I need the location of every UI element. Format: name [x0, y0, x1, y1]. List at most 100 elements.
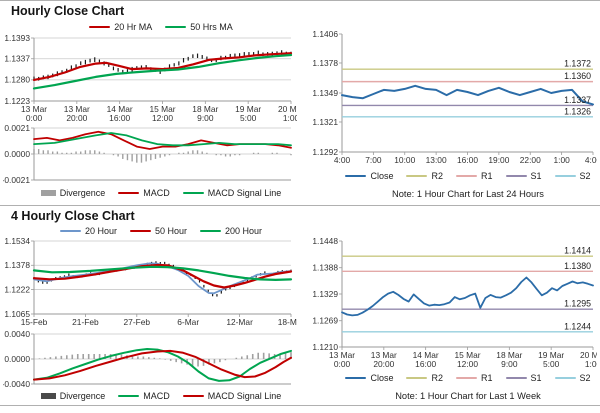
svg-text:9:00: 9:00 [197, 113, 214, 122]
svg-text:16:00: 16:00 [109, 113, 130, 122]
legend-label: S2 [579, 171, 591, 181]
macd-signal-line-swatch-icon [182, 191, 204, 195]
hourly-close-section: Hourly Close Chart 20 Hr MA 50 Hrs MA 1.1… [0, 2, 305, 205]
legend-item-r2: R2 [406, 373, 443, 383]
svg-text:14 Mar: 14 Mar [107, 104, 133, 114]
svg-text:1.1292: 1.1292 [312, 147, 338, 157]
legend-label: 50 Hour [154, 226, 188, 236]
four-hourly-pivot-section: 1.1448 1.1388 1.1329 1.1269 1.1210 13 Mar 0:00… [300, 207, 600, 405]
legend-item-20-hour: 20 Hour [59, 226, 117, 236]
svg-text:1.1295: 1.1295 [564, 299, 591, 309]
hourly-pivot-legend: Close R2 R1 S1 S2 [300, 171, 600, 181]
four-hourly-pivot-legend: Close R2 R1 S1 S2 [300, 373, 600, 383]
legend-label: R2 [431, 171, 443, 181]
svg-text:1.1360: 1.1360 [564, 71, 591, 81]
svg-text:27-Feb: 27-Feb [124, 317, 151, 327]
divergence-swatch-icon [40, 190, 56, 196]
legend-item-close: Close [345, 373, 393, 383]
svg-text:1.1414: 1.1414 [564, 246, 591, 256]
r1-swatch-icon [455, 376, 477, 380]
svg-text:1:00: 1:00 [553, 155, 570, 165]
svg-text:1.1393: 1.1393 [4, 33, 30, 43]
legend-item-s2: S2 [554, 373, 591, 383]
svg-text:19 Mar: 19 Mar [235, 104, 261, 114]
legend-label: 20 Hr MA [114, 22, 153, 32]
legend-label: 20 Hour [84, 226, 117, 236]
legend-item-s2: S2 [554, 171, 591, 181]
svg-text:20:00: 20:00 [373, 359, 394, 369]
svg-text:1.1244: 1.1244 [564, 321, 591, 331]
svg-text:21-Feb: 21-Feb [72, 317, 99, 327]
legend-item-50-hour: 50 Hour [129, 226, 188, 236]
hourly-macd-chart: 0.0021 0.0000 -0.0021 [2, 123, 297, 186]
legend-label: S1 [530, 373, 542, 383]
svg-text:4:00: 4:00 [334, 155, 351, 165]
svg-text:13:00: 13:00 [426, 155, 447, 165]
legend-item-s1: S1 [505, 373, 542, 383]
s2-swatch-icon [554, 174, 576, 178]
legend-item-macd-signal-line: MACD Signal Line [182, 188, 281, 198]
four-hourly-price-legend: 20 Hour 50 Hour 200 Hour [28, 226, 294, 236]
svg-text:12-Mar: 12-Mar [226, 317, 253, 327]
macd-swatch-icon [118, 191, 140, 195]
legend-item-r1: R1 [455, 373, 493, 383]
svg-text:18 Mar: 18 Mar [192, 104, 218, 114]
svg-text:1:00: 1:00 [585, 359, 597, 369]
hourly-section-title: Hourly Close Chart [11, 4, 125, 18]
svg-text:13 Mar: 13 Mar [371, 350, 397, 360]
svg-text:18 Mar: 18 Mar [496, 350, 522, 360]
svg-text:6-Mar: 6-Mar [177, 317, 199, 327]
legend-label: Divergence [59, 391, 106, 401]
svg-text:1.1372: 1.1372 [564, 59, 591, 69]
svg-text:0.0021: 0.0021 [4, 123, 30, 133]
svg-text:1.1337: 1.1337 [4, 54, 30, 64]
svg-text:1.1280: 1.1280 [4, 75, 30, 85]
svg-text:20 Mar: 20 Mar [278, 104, 297, 114]
four-hourly-section-title: 4 Hourly Close Chart [11, 209, 135, 223]
svg-text:0:00: 0:00 [26, 113, 43, 122]
divergence-swatch-icon [40, 393, 56, 399]
legend-item-r2: R2 [406, 171, 443, 181]
legend-item-divergence: Divergence [40, 188, 106, 198]
hourly-macd-legend: Divergence MACD MACD Signal Line [28, 188, 294, 198]
legend-label: MACD [143, 391, 170, 401]
macd-signal-line-swatch-icon [182, 394, 204, 398]
200-hour-swatch-icon [200, 229, 222, 233]
svg-text:15 Mar: 15 Mar [454, 350, 480, 360]
svg-text:14 Mar: 14 Mar [413, 350, 439, 360]
svg-text:1.1321: 1.1321 [312, 117, 338, 127]
svg-text:1.1534: 1.1534 [4, 236, 30, 246]
legend-label: Divergence [59, 188, 106, 198]
legend-item-50-hrs-ma: 50 Hrs MA [165, 22, 233, 32]
legend-label: MACD [143, 188, 170, 198]
svg-text:20:00: 20:00 [66, 113, 87, 122]
legend-label: S2 [579, 373, 591, 383]
svg-text:15-Feb: 15-Feb [21, 317, 48, 327]
legend-item-20-hr-ma: 20 Hr MA [89, 22, 152, 32]
svg-text:5:00: 5:00 [240, 113, 257, 122]
svg-text:4:00: 4:00 [585, 155, 597, 165]
section-divider [0, 205, 600, 206]
svg-text:18-Mar: 18-Mar [278, 317, 297, 327]
svg-text:16:00: 16:00 [415, 359, 436, 369]
svg-text:1.1349: 1.1349 [312, 88, 338, 98]
svg-text:1.1337: 1.1337 [564, 95, 591, 105]
svg-text:1.1223: 1.1223 [4, 96, 30, 106]
legend-item-macd-signal-line: MACD Signal Line [182, 391, 281, 401]
legend-label: R1 [480, 171, 493, 181]
s1-swatch-icon [505, 174, 527, 178]
legend-label: Close [370, 171, 394, 181]
svg-text:13 Mar: 13 Mar [64, 104, 90, 114]
legend-label: R1 [480, 373, 493, 383]
svg-text:13 Mar: 13 Mar [21, 104, 47, 114]
legend-label: Close [370, 373, 394, 383]
svg-text:1.1378: 1.1378 [312, 58, 338, 68]
svg-text:1.1388: 1.1388 [312, 263, 338, 273]
hourly-price-chart: 1.1393 1.1337 1.1280 1.1223 13 Mar 0:00 13 Mar… [3, 33, 304, 123]
svg-text:19:00: 19:00 [488, 155, 509, 165]
svg-text:19 Mar: 19 Mar [538, 350, 564, 360]
svg-text:20 Mar: 20 Mar [580, 350, 597, 360]
50-hrs-ma-swatch-icon [165, 25, 187, 29]
bottom-divider [0, 405, 600, 406]
